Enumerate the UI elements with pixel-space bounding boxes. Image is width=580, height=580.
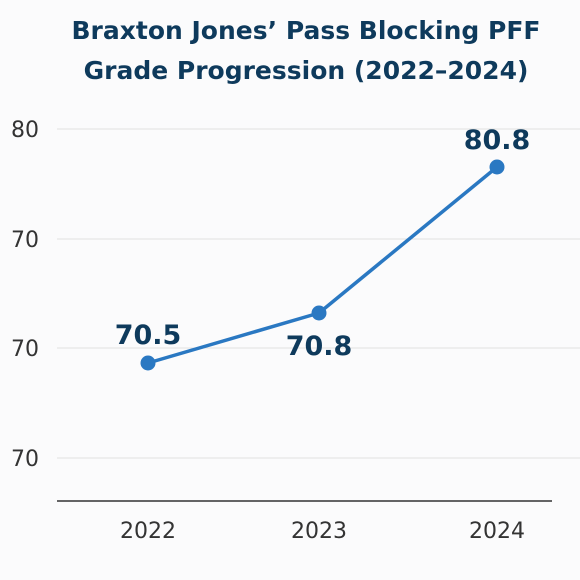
chart-title-line-1: Braxton Jones’ Pass Blocking PFF — [72, 16, 541, 45]
y-tick-label: 70 — [11, 337, 39, 362]
x-tick-label: 2024 — [469, 519, 525, 544]
y-tick-label: 70 — [11, 447, 39, 472]
plot-area: 70.5 70.8 80.8 — [115, 125, 531, 371]
data-label: 70.8 — [286, 331, 353, 362]
chart-title: Braxton Jones’ Pass Blocking PFF Grade P… — [72, 16, 541, 85]
x-tick-label: 2023 — [291, 519, 347, 544]
x-axis-ticks: 2022 2023 2024 — [120, 519, 525, 544]
y-gridlines — [57, 128, 580, 459]
y-tick-label: 80 — [11, 118, 39, 143]
data-label: 80.8 — [464, 125, 531, 156]
chart-title-line-2: Grade Progression (2022–2024) — [84, 56, 529, 85]
y-tick-label: 70 — [11, 228, 39, 253]
data-point — [140, 355, 156, 371]
y-axis-ticks: 80 70 70 70 — [11, 118, 39, 472]
data-point — [489, 159, 505, 175]
data-point — [311, 305, 327, 321]
x-tick-label: 2022 — [120, 519, 176, 544]
data-label: 70.5 — [115, 320, 182, 351]
